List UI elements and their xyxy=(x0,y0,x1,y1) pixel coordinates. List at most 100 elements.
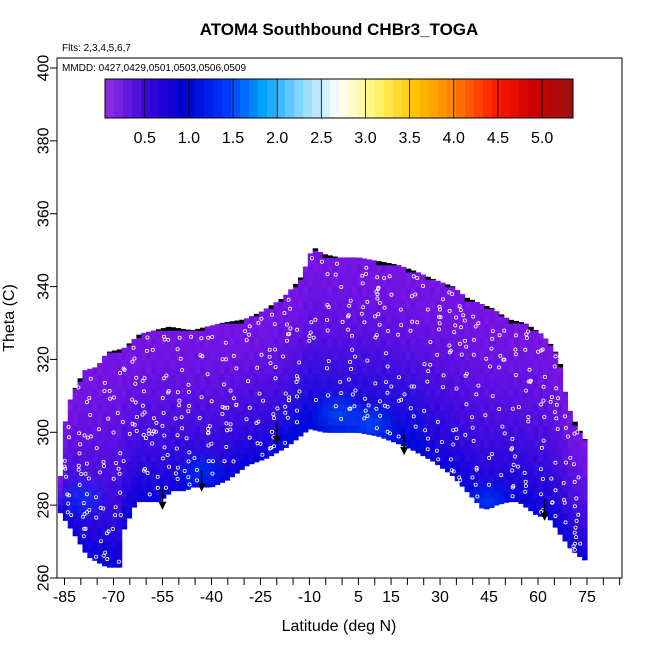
field-cell xyxy=(253,410,260,419)
observation-point xyxy=(206,335,211,340)
field-cell xyxy=(170,381,177,390)
field-cell xyxy=(92,410,98,419)
field-cell xyxy=(366,315,373,324)
field-cell xyxy=(464,490,471,493)
field-cell xyxy=(391,264,397,273)
field-cell xyxy=(503,468,510,477)
field-cell xyxy=(351,301,358,310)
field-cell xyxy=(327,388,333,397)
field-cell xyxy=(204,366,211,375)
field-cell xyxy=(459,476,466,484)
field-cell xyxy=(106,556,113,565)
observation-point xyxy=(206,426,211,431)
field-cell xyxy=(312,315,319,324)
field-cell xyxy=(332,330,338,339)
field-cell xyxy=(239,461,245,470)
field-cell xyxy=(533,505,539,514)
field-cell xyxy=(582,541,588,550)
field-cell xyxy=(106,512,113,521)
field-cell xyxy=(366,432,373,435)
colorbar-segment xyxy=(501,79,511,118)
field-cell xyxy=(371,260,377,266)
field-cell xyxy=(386,374,392,382)
field-cell xyxy=(111,381,118,390)
observation-point xyxy=(177,398,182,403)
observation-point xyxy=(483,413,488,418)
field-cell xyxy=(332,257,338,266)
field-cell xyxy=(200,439,206,448)
field-cell xyxy=(567,512,573,521)
field-cell xyxy=(572,519,578,528)
field-cell xyxy=(170,461,177,470)
field-cell xyxy=(160,344,167,353)
field-cell xyxy=(102,490,108,499)
field-cell xyxy=(155,461,162,470)
field-cell xyxy=(332,381,338,390)
plot-frame xyxy=(56,57,623,579)
field-cell xyxy=(322,425,328,433)
field-cell xyxy=(542,446,549,455)
observation-point xyxy=(474,392,479,397)
field-cell xyxy=(425,337,431,346)
field-cell xyxy=(391,352,397,361)
field-cell xyxy=(518,454,524,463)
field-cell xyxy=(121,347,128,353)
field-cell xyxy=(425,381,431,390)
observation-point xyxy=(106,416,111,421)
observation-point xyxy=(563,414,568,419)
field-cell xyxy=(459,337,466,346)
field-cell xyxy=(425,439,431,448)
field-cell xyxy=(111,534,118,543)
field-cell xyxy=(567,417,573,426)
field-cell xyxy=(185,446,191,455)
field-cell xyxy=(332,388,338,397)
field-cell xyxy=(136,461,142,470)
field-cell xyxy=(224,461,231,470)
field-cell xyxy=(102,563,108,567)
field-cell xyxy=(332,366,338,375)
field-cell xyxy=(469,301,475,310)
field-cell xyxy=(381,286,387,295)
field-cell xyxy=(346,381,353,390)
field-cell xyxy=(332,337,338,346)
colorbar-tick-label: 5.0 xyxy=(531,130,553,147)
field-cell xyxy=(464,388,471,397)
observation-point xyxy=(540,476,545,481)
field-cell xyxy=(498,381,505,390)
field-cell xyxy=(547,344,554,353)
field-cell xyxy=(503,490,510,499)
field-cell xyxy=(204,330,211,339)
field-cell xyxy=(435,446,441,455)
colorbar-frame xyxy=(104,78,574,119)
field-cell xyxy=(195,337,201,346)
field-cell xyxy=(420,374,426,382)
field-cell xyxy=(97,417,103,426)
field-cell xyxy=(170,439,177,448)
field-cell xyxy=(479,403,485,412)
field-cell xyxy=(146,497,152,503)
field-cell xyxy=(239,425,245,433)
field-cell xyxy=(219,330,226,339)
observation-point xyxy=(347,406,352,411)
field-cell xyxy=(346,344,353,353)
observation-point xyxy=(470,415,475,420)
field-cell xyxy=(542,388,549,397)
field-cell xyxy=(493,476,500,484)
field-cell xyxy=(361,425,368,433)
field-cell xyxy=(293,432,299,441)
observation-point xyxy=(121,458,126,463)
field-cell xyxy=(400,417,407,426)
field-cell xyxy=(562,410,569,419)
field-cell xyxy=(479,468,485,477)
field-cell xyxy=(528,468,534,477)
field-cell xyxy=(395,315,402,324)
observation-point xyxy=(409,294,414,299)
field-cell xyxy=(577,446,583,455)
field-cell xyxy=(293,381,299,390)
observation-point xyxy=(307,338,312,343)
field-cell xyxy=(484,476,490,484)
field-cell xyxy=(420,395,426,404)
field-cell xyxy=(405,301,412,310)
field-cell xyxy=(528,359,534,368)
observation-point xyxy=(449,468,454,473)
